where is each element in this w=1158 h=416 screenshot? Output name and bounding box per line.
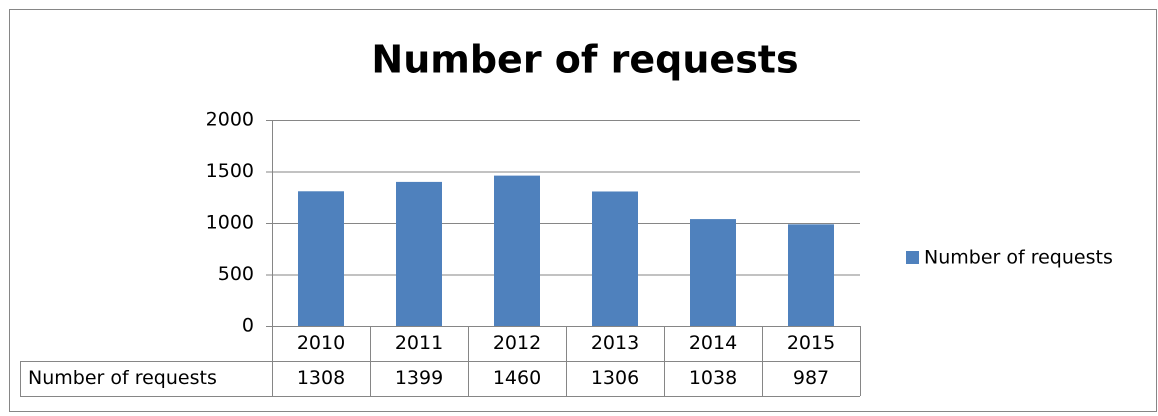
table-value: 1460: [493, 367, 541, 389]
table-value: 1399: [395, 367, 443, 389]
legend-key: [906, 251, 919, 264]
y-tick-label: 1000: [206, 212, 254, 234]
table-value: 1038: [689, 367, 737, 389]
x-tick-label: 2015: [787, 332, 835, 354]
table-value: 987: [793, 367, 829, 389]
y-tick-label: 1500: [206, 160, 254, 182]
y-tick-label: 2000: [206, 109, 254, 131]
x-tick-label: 2012: [493, 332, 541, 354]
table-value: 1308: [297, 367, 345, 389]
x-tick-label: 2010: [297, 332, 345, 354]
y-tick-label: 500: [218, 263, 254, 285]
x-tick-label: 2013: [591, 332, 639, 354]
bar: [494, 175, 540, 326]
x-tick-label: 2011: [395, 332, 443, 354]
bar: [788, 224, 834, 326]
table-value: 1306: [591, 367, 639, 389]
y-tick-label: 0: [242, 315, 254, 337]
x-tick-label: 2014: [689, 332, 737, 354]
bar: [690, 219, 736, 326]
legend-label: Number of requests: [924, 247, 1113, 269]
table-row-header: Number of requests: [28, 367, 217, 389]
bar: [592, 191, 638, 326]
bar: [396, 181, 442, 326]
chart-title: Number of requests: [371, 38, 798, 82]
chart-frame: [9, 9, 1157, 412]
bar: [298, 191, 344, 326]
